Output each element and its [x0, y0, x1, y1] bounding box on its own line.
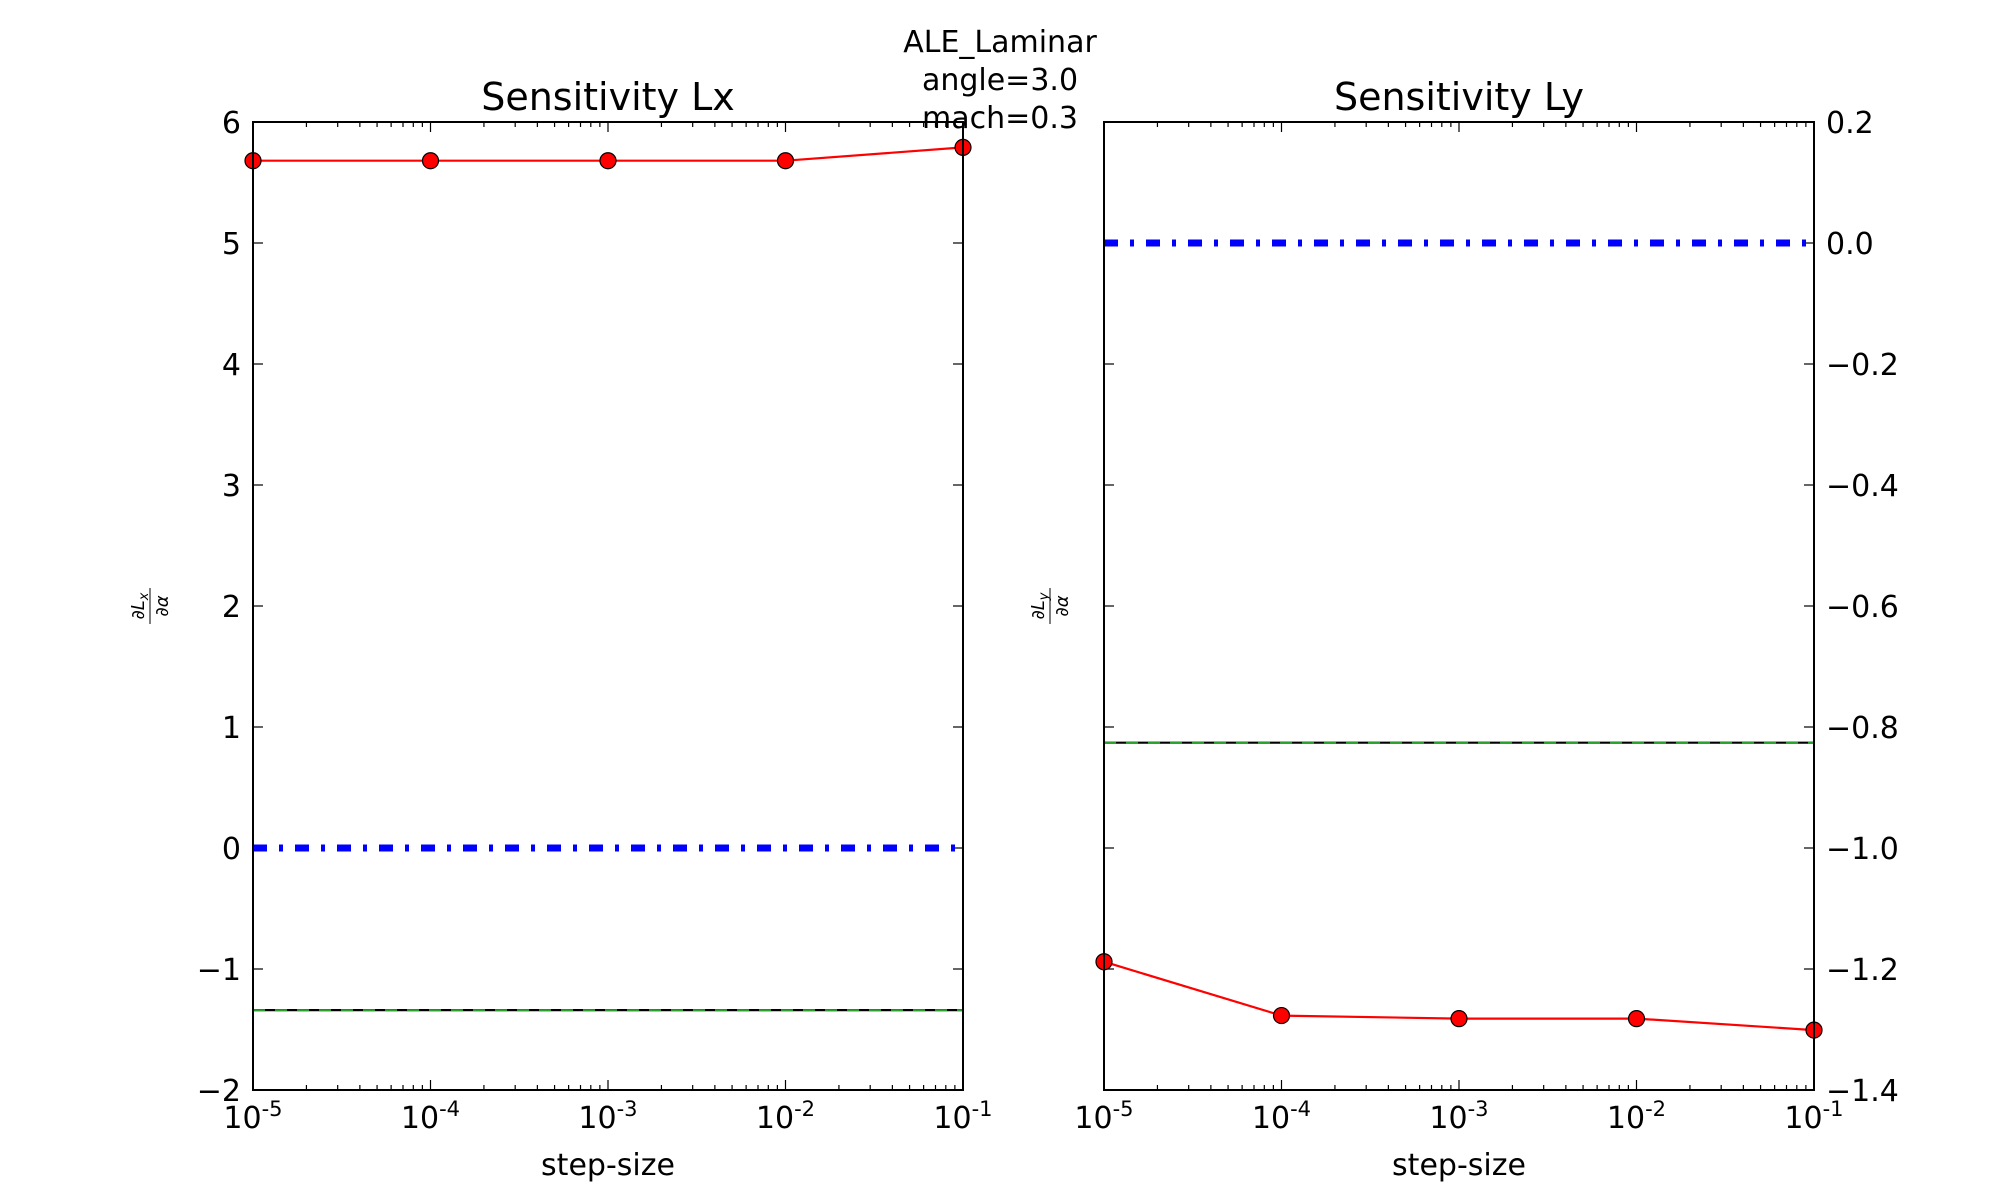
x-tick-label: 10-4 [1252, 1097, 1311, 1136]
suptitle-line: mach=0.3 [922, 101, 1078, 136]
y-tick-label: −2 [197, 1074, 241, 1109]
data-point [421, 152, 440, 170]
axes-frame [252, 121, 964, 1091]
data-point [599, 152, 617, 170]
y-tick-label: −0.8 [1826, 711, 1899, 746]
svg-text:∂α: ∂α [1052, 595, 1073, 616]
x-tick-label: 10-3 [1429, 1097, 1488, 1136]
y-tick-label: 0.0 [1826, 227, 1874, 262]
x-tick-label: 10-2 [756, 1097, 815, 1136]
data-point [776, 152, 795, 170]
x-axis-label: step-size [541, 1148, 675, 1183]
svg-text:∂Ly: ∂Ly [1028, 592, 1052, 619]
x-tick-label: 10-5 [1074, 1097, 1133, 1136]
suptitle-line: ALE_Laminar [903, 25, 1097, 60]
x-tick-label: 10-4 [401, 1097, 460, 1136]
data-point [1627, 1010, 1646, 1028]
data-point [1450, 1010, 1468, 1028]
y-tick-label: 4 [222, 348, 241, 383]
x-axis-label: step-size [1392, 1148, 1526, 1183]
data-point [1272, 1006, 1291, 1025]
x-minor-ticks [305, 122, 956, 1090]
x-tick-label: 10-1 [933, 1097, 992, 1136]
y-tick-label: 2 [222, 590, 241, 625]
chart-title: Sensitivity Ly [1334, 75, 1584, 119]
figure-suptitle: ALE_Laminar angle=3.0 mach=0.3 [903, 25, 1097, 136]
y-tick-label: −0.4 [1826, 469, 1899, 504]
y-tick-label: −0.6 [1826, 590, 1899, 625]
suptitle-line: angle=3.0 [922, 63, 1078, 98]
svg-text:∂Lx: ∂Lx [128, 592, 152, 619]
series-group [1104, 239, 1814, 1032]
x-tick-label: 10-5 [223, 1097, 282, 1136]
chart-title: Sensitivity Lx [481, 75, 735, 119]
y-tick-label: 1 [222, 711, 241, 746]
y-tick-label: 0 [222, 832, 241, 867]
y-tick-label: −1.2 [1826, 953, 1899, 988]
y-tick-label: 5 [222, 227, 241, 262]
y-tick-label: −1 [197, 953, 241, 988]
x-tick-label: 10-1 [1784, 1097, 1843, 1136]
axes-frame [1103, 121, 1815, 1091]
x-minor-ticks [1156, 122, 1807, 1090]
chart-panel-lx: 10-5 10-4 10-3 10-2 10-1 −2 −1 0 1 2 3 4 5 6 Sensitivi… [128, 75, 993, 1183]
x-tick-label: 10-2 [1607, 1097, 1666, 1136]
y-tick-label: −0.2 [1826, 348, 1899, 383]
y-tick-label: 3 [222, 469, 241, 504]
y-tick-label: −1.0 [1826, 832, 1899, 867]
x-tick-label: 10-3 [578, 1097, 637, 1136]
chart-panel-ly: 10-5 10-4 10-3 10-2 10-1−1.4 −1.2 −1.0 −0.8 −0.6… [1028, 75, 1899, 1183]
y-axis-label: ∂Lx ∂α [128, 588, 173, 624]
svg-text:∂α: ∂α [152, 595, 173, 616]
y-tick-label: 0.2 [1826, 106, 1874, 141]
y-tick-label: 6 [222, 106, 241, 141]
y-tick-label: −1.4 [1826, 1074, 1899, 1109]
y-axis-label: ∂Ly ∂α [1028, 588, 1073, 624]
series-group [253, 146, 963, 1012]
